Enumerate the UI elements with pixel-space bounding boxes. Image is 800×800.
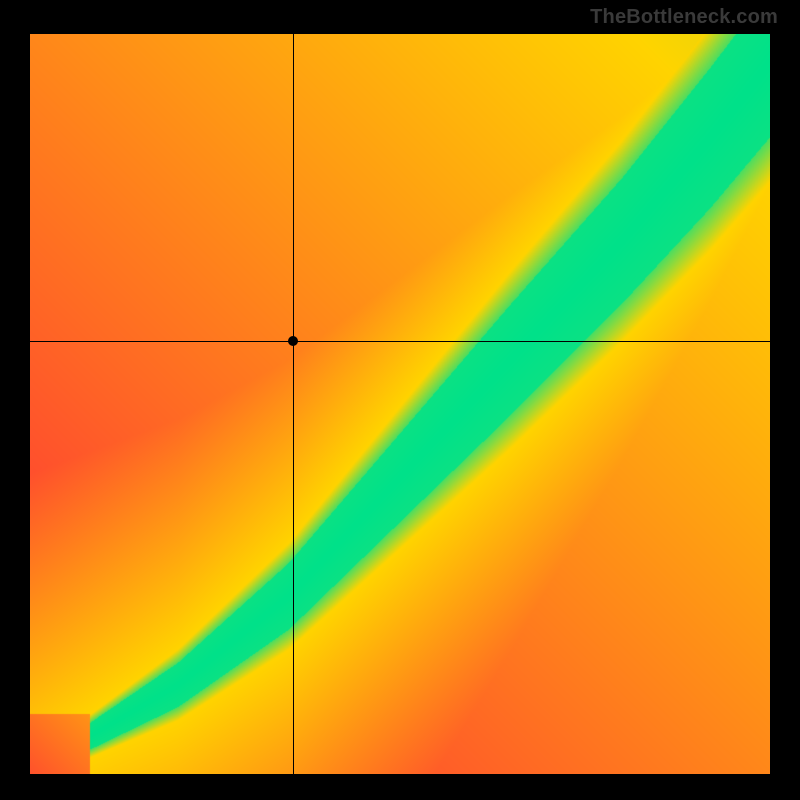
- plot-frame: [30, 34, 770, 774]
- heatmap-canvas: [30, 34, 770, 774]
- crosshair-vertical: [293, 34, 294, 774]
- heatmap-plot: [30, 34, 770, 774]
- selection-marker: [288, 336, 298, 346]
- crosshair-horizontal: [30, 341, 770, 342]
- attribution-text: TheBottleneck.com: [590, 6, 778, 29]
